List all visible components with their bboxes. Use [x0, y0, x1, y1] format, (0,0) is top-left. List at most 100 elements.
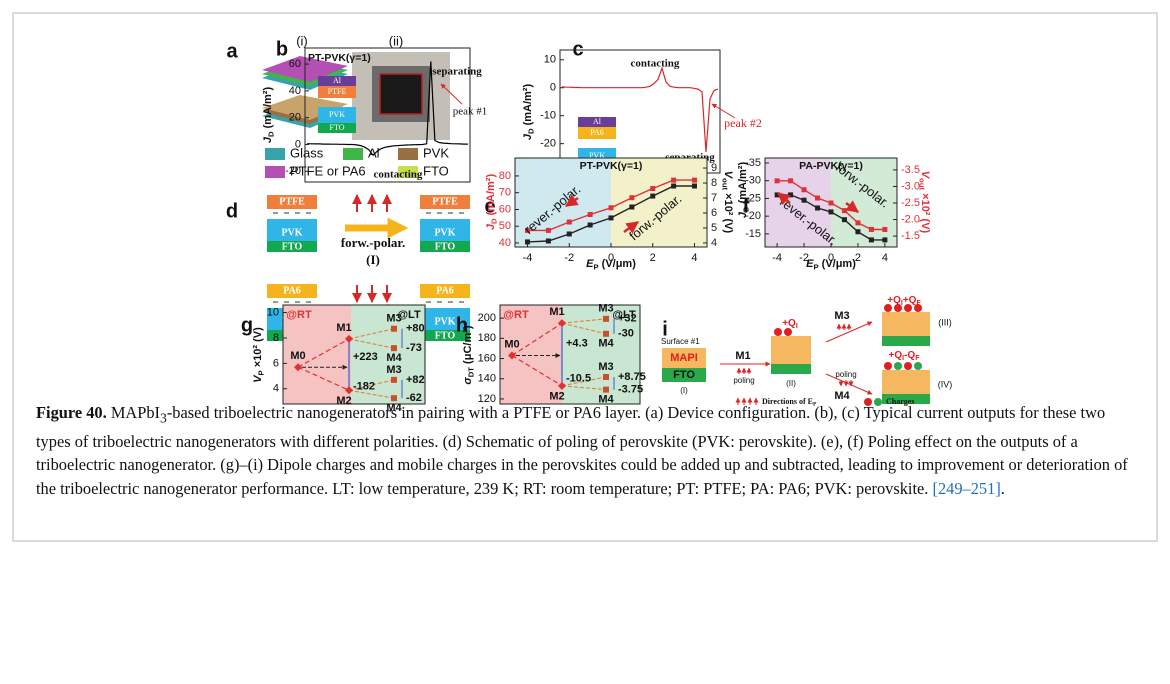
delta-label: +80: [406, 323, 425, 335]
subscript: I: [901, 300, 903, 307]
charge: [914, 362, 922, 370]
x-tick-label: -2: [564, 252, 574, 264]
legend-label: Charges: [886, 397, 914, 406]
subscript: F: [916, 300, 921, 307]
layer: [771, 336, 811, 364]
charge: [904, 304, 912, 312]
delta-label: +223: [353, 351, 378, 363]
subscript: P: [593, 262, 598, 271]
charge-label: +QI-QF: [889, 350, 921, 362]
y-tick-label: -20: [285, 165, 301, 177]
data-point: [566, 219, 572, 225]
data-point: [868, 226, 874, 232]
region-label: @RT: [286, 309, 312, 321]
data-point: [650, 193, 656, 199]
y-tick-label: 8: [273, 332, 279, 344]
caption-label: Figure 40.: [36, 403, 107, 422]
layer-label: FTO: [673, 369, 695, 381]
layer: [662, 348, 706, 368]
layer-label: PTFE: [432, 196, 458, 207]
y-axis-label: VP ×10² (V): [252, 327, 265, 383]
layer-label: PVK: [434, 227, 455, 238]
y-axis-label: JD (mA/m²): [485, 174, 498, 231]
stage-label: (I): [680, 386, 688, 395]
legend-swatch: [343, 148, 363, 160]
annotation-arrow: [777, 192, 791, 206]
y2-axis-label: Vout ×10² (V): [721, 171, 734, 234]
layer: [267, 195, 317, 209]
region: [765, 158, 831, 247]
data-point: [525, 227, 531, 233]
panel-label: f: [743, 195, 750, 217]
panel-title: PT-PVK(γ=1): [580, 160, 643, 172]
annotation-arrow: [623, 220, 640, 234]
process-label: (I): [366, 252, 380, 267]
data-point: [788, 178, 794, 184]
y2-tick-label: 8: [711, 177, 717, 189]
y-tick-label: 0: [550, 82, 556, 94]
layer-label: PTFE: [279, 196, 305, 207]
text-part: V: [722, 171, 734, 180]
x-tick-label: -4: [772, 252, 782, 264]
region: [283, 305, 351, 404]
layer: [267, 241, 317, 252]
delta-label: +82: [406, 374, 425, 386]
y2-tick-label: 9: [711, 162, 717, 174]
y-axis-label: JD (mA/m²): [737, 162, 750, 219]
text-part: (mA/m²): [485, 174, 497, 219]
x-tick-label: -4: [523, 252, 533, 264]
annotation: Surface #1: [661, 337, 700, 346]
panel-label: d: [226, 200, 238, 222]
data-point: [608, 215, 614, 221]
data-point: [508, 351, 516, 360]
text-part: ×10² (V): [919, 190, 931, 233]
data-point: [391, 325, 397, 332]
delta-label: -73: [406, 342, 422, 354]
data-point: [882, 226, 888, 232]
data-point: [345, 386, 353, 395]
point-label: M4: [386, 352, 402, 364]
x-tick-label: 4: [691, 252, 697, 264]
delta-label: +32: [618, 313, 637, 325]
connector: [561, 376, 607, 387]
point-label: M2: [549, 391, 564, 403]
data-point: [629, 204, 635, 210]
y-tick-label: 200: [478, 312, 496, 324]
text-part: J: [522, 133, 534, 140]
layer-label: PVK: [329, 110, 345, 119]
legend-swatch: [398, 148, 418, 160]
subpanel-label: (i): [296, 33, 308, 48]
data-point: [558, 381, 566, 390]
delta-label: -30: [618, 328, 634, 340]
text-part: +Q: [903, 295, 917, 306]
subscript: out: [918, 178, 927, 190]
data-point: [828, 200, 834, 206]
data-point: [558, 319, 566, 328]
caption-subscript: 3: [160, 410, 167, 426]
data-point: [815, 205, 821, 211]
connector: [348, 338, 395, 349]
y2-tick-label: 5: [711, 222, 717, 234]
data-point: [855, 229, 861, 235]
y2-tick-label: 6: [711, 207, 717, 219]
layer: [882, 370, 930, 394]
plot-frame: [499, 304, 641, 405]
text-part: -Q: [904, 350, 915, 361]
text-part: σ: [462, 377, 474, 385]
layer-label: MAPI: [670, 352, 698, 364]
text-part: (V/μm): [599, 258, 637, 270]
y-tick-label: 20: [289, 112, 301, 124]
layer-label: FTO: [282, 241, 303, 252]
connector: [297, 366, 350, 391]
subpanel-label: (ii): [389, 33, 403, 48]
subscript: F: [915, 355, 920, 362]
point-label: M1: [549, 306, 564, 318]
process-arrow: [825, 321, 873, 343]
text-part: (mA/m²): [522, 84, 534, 129]
plot-frame: [282, 304, 426, 405]
text-part: E: [806, 258, 814, 270]
y-tick-label: 50: [499, 220, 511, 232]
process-label: poling: [835, 370, 856, 379]
layer-label: PVK: [589, 151, 605, 160]
